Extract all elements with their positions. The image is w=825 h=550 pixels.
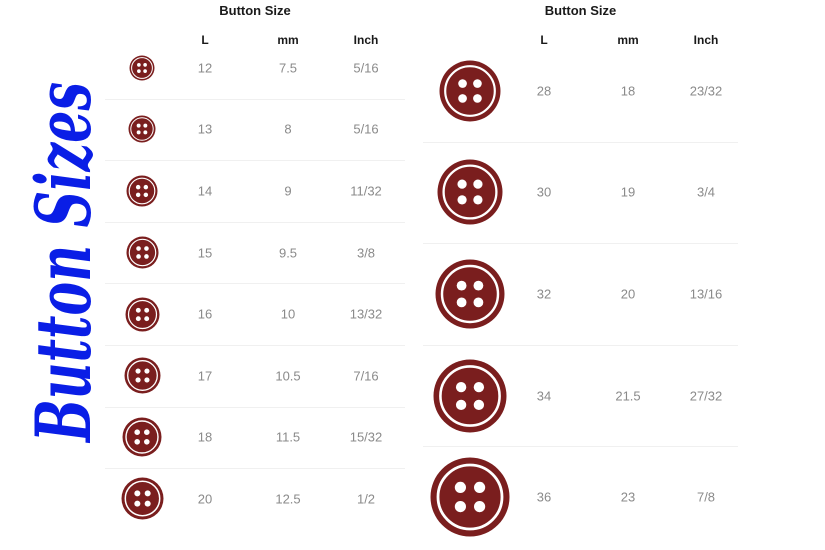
cell-l: 20 <box>197 491 213 507</box>
button-icon <box>122 417 162 462</box>
table-row: 15 9.5 3/8 <box>105 222 405 285</box>
table-row: 32 20 13/16 <box>423 243 738 346</box>
table-title: Button Size <box>219 3 291 18</box>
cell-inch: 3/4 <box>696 184 716 200</box>
table-row: 14 9 11/32 <box>105 160 405 223</box>
button-icon <box>433 359 507 438</box>
cell-inch: 7/8 <box>696 489 716 505</box>
table-row: 28 18 23/32 <box>423 40 738 143</box>
side-title-graphic: Button Sizes <box>19 82 108 443</box>
table-row: 17 10.5 7/16 <box>105 345 405 408</box>
button-icon <box>125 297 160 337</box>
header-l: L <box>540 33 548 47</box>
cell-inch: 13/32 <box>349 306 383 322</box>
cell-mm: 10.5 <box>275 368 301 384</box>
button-icon <box>126 175 158 212</box>
cell-l: 13 <box>197 121 213 137</box>
header-l: L <box>201 33 209 47</box>
cell-inch: 13/16 <box>689 286 723 302</box>
cell-inch: 11/32 <box>350 183 382 199</box>
cell-mm: 9 <box>284 183 292 199</box>
cell-inch: 7/16 <box>353 368 379 384</box>
cell-inch: 27/32 <box>689 388 723 404</box>
cell-mm: 8 <box>284 121 292 137</box>
button-icon <box>439 60 501 127</box>
button-icon <box>435 259 505 334</box>
button-icon <box>430 457 510 542</box>
cell-l: 16 <box>197 306 213 322</box>
button-icon <box>126 236 159 274</box>
cell-mm: 9.5 <box>278 245 298 261</box>
cell-inch: 5/16 <box>353 60 379 76</box>
cell-inch: 5/16 <box>353 121 379 137</box>
cell-l: 14 <box>197 183 213 199</box>
cell-l: 15 <box>197 245 213 261</box>
button-icon <box>128 115 156 148</box>
cell-inch: 1/2 <box>356 491 376 507</box>
side-title: Button Sizes <box>10 70 108 450</box>
table-row: 36 23 7/8 <box>423 446 738 548</box>
side-title-text: Button Sizes <box>19 82 105 443</box>
cell-mm: 11.5 <box>275 429 301 445</box>
cell-inch: 15/32 <box>349 429 383 445</box>
table-row: 12 7.5 5/16 <box>105 37 405 100</box>
cell-l: 18 <box>197 429 213 445</box>
table-title: Button Size <box>544 3 617 18</box>
button-icon <box>121 477 164 525</box>
cell-mm: 20 <box>620 286 636 302</box>
table-row: 34 21.5 27/32 <box>423 345 738 448</box>
cell-mm: 18 <box>620 83 636 99</box>
cell-mm: 21.5 <box>615 388 641 404</box>
header-mm: mm <box>617 33 639 47</box>
cell-l: 34 <box>536 388 552 404</box>
cell-l: 12 <box>197 60 213 76</box>
cell-mm: 10 <box>280 306 296 322</box>
size-table-right: Button Size L mm Inch 28 18 23/32 30 19 3/4 32… <box>423 0 738 550</box>
header-inch: Inch <box>353 33 379 47</box>
button-icon <box>129 55 155 86</box>
cell-mm: 19 <box>620 184 636 200</box>
header-inch: Inch <box>693 33 719 47</box>
header-mm: mm <box>277 33 299 47</box>
cell-inch: 3/8 <box>356 245 376 261</box>
size-table-left: Button Size L mm Inch 12 7.5 5/16 13 8 5/16 14… <box>105 0 405 550</box>
cell-l: 28 <box>536 83 552 99</box>
cell-l: 36 <box>536 489 552 505</box>
cell-mm: 7.5 <box>278 60 298 76</box>
button-icon <box>124 357 161 399</box>
table-row: 30 19 3/4 <box>423 142 738 245</box>
table-row: 13 8 5/16 <box>105 99 405 162</box>
cell-mm: 23 <box>620 489 636 505</box>
cell-l: 30 <box>536 184 552 200</box>
button-icon <box>437 159 503 230</box>
cell-inch: 23/32 <box>689 83 723 99</box>
table-row: 18 11.5 15/32 <box>105 407 405 470</box>
cell-l: 17 <box>197 368 213 384</box>
table-row: 20 12.5 1/2 <box>105 468 405 530</box>
cell-l: 32 <box>536 286 552 302</box>
cell-mm: 12.5 <box>275 491 301 507</box>
table-row: 16 10 13/32 <box>105 283 405 346</box>
